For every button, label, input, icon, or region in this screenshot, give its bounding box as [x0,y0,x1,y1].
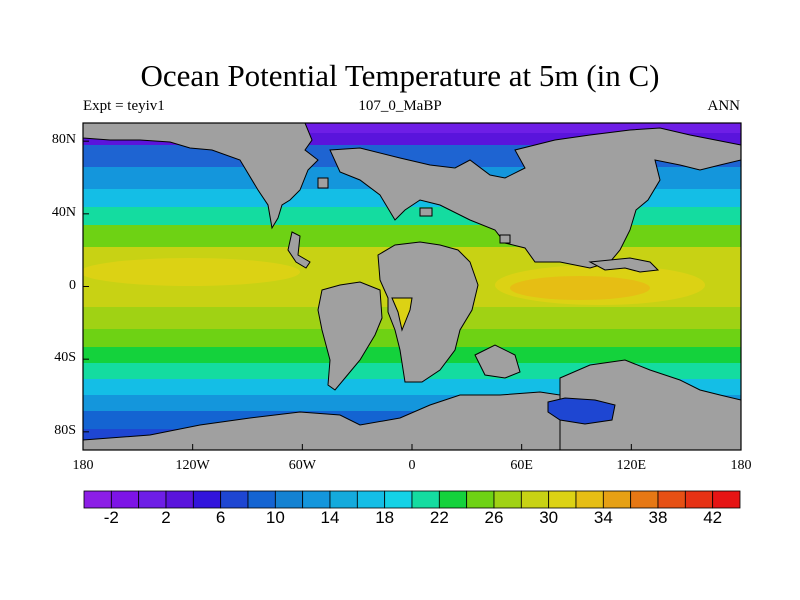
colorbar-box [165,490,194,509]
colorbar-box [411,490,440,509]
colorbar-box [302,490,331,509]
colorbar-box [684,490,714,509]
colorbar-label: 30 [539,508,559,527]
axis-ticks [82,140,742,450]
lon-tick-label: 180 [730,458,752,473]
colorbar-label: 42 [703,508,723,527]
lon-tick-label: 60W [288,458,316,473]
colorbar-box [110,490,140,509]
colorbar-label: 34 [593,508,613,527]
plot-title: Ocean Potential Temperature at 5m (in C) [140,58,660,93]
experiment-label: Expt = teyiv1 [83,98,165,114]
colorbar-box [630,490,659,509]
inland-sea [391,297,413,332]
colorbar-label: 6 [215,508,226,527]
colorbar-box [493,490,522,509]
colorbar-label: 18 [375,508,395,527]
lat-tick-label: 80S [54,422,76,438]
colorbar-box [83,490,112,509]
colorbar-box [247,490,276,509]
colorbar-box [575,490,604,509]
colorbar-box [220,490,249,509]
colorbar-label: 10 [265,508,285,527]
colorbar-label: 22 [429,508,449,527]
colorbar-label: 26 [484,508,504,527]
colorbar-label: -2 [103,508,119,527]
colorbar-box [274,490,304,509]
colorbar-box [329,490,358,509]
colorbar-label: 14 [320,508,340,527]
colorbar-box [384,490,413,509]
colorbar-box [192,490,222,509]
lat-tick-label: 0 [69,277,76,293]
season-label: ANN [707,98,741,114]
colorbar-box [602,490,632,509]
colorbar-box [138,490,167,509]
lon-tick-label: 120W [175,458,210,473]
lon-tick-label: 180 [72,458,94,473]
colorbar [83,490,741,509]
colorbar-box [466,490,495,509]
time-label: 107_0_MaBP [358,98,442,114]
lon-tick-label: 120E [616,458,647,473]
lat-tick-label: 40N [51,204,76,220]
lon-tick-label: 60E [510,458,533,473]
colorbar-box [712,490,741,509]
cold-embayment [547,397,616,425]
colorbar-label: 38 [648,508,668,527]
colorbar-label: 2 [161,508,171,527]
colorbar-box [438,490,468,509]
colorbar-box [520,490,550,509]
colorbar-box [657,490,686,509]
land-masses [83,123,741,450]
lat-tick-label: 80N [51,132,76,148]
colorbar-box [356,490,386,509]
colorbar-box [548,490,577,509]
lon-tick-label: 0 [408,458,416,473]
lat-tick-label: 40S [54,350,76,366]
